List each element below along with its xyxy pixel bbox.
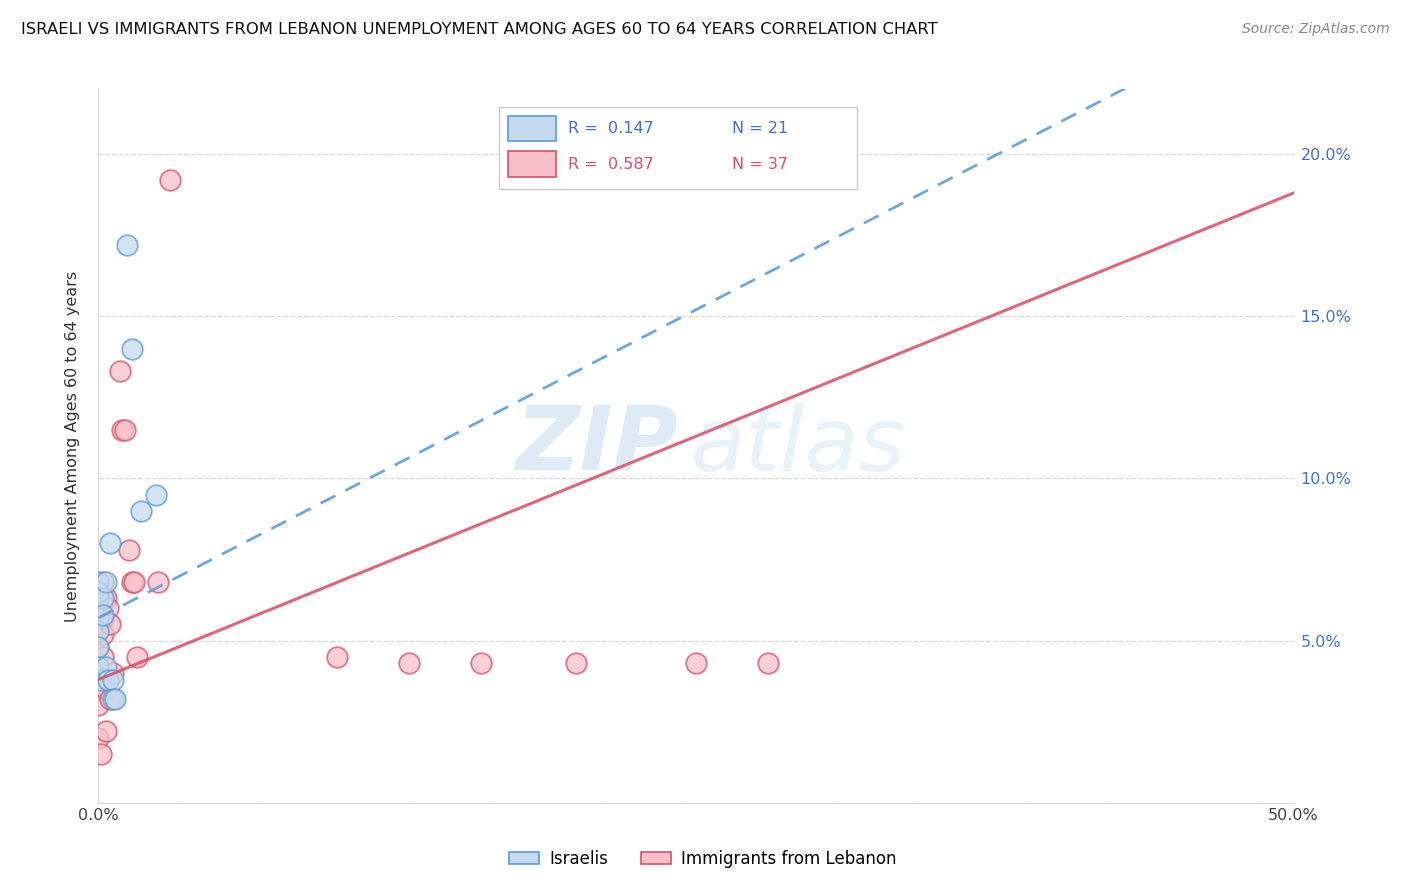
Legend: Israelis, Immigrants from Lebanon: Israelis, Immigrants from Lebanon — [502, 844, 904, 875]
Point — [91, 591, 114, 606]
FancyBboxPatch shape — [509, 116, 557, 141]
Point — [131, 504, 153, 518]
Point — [87, 591, 110, 606]
Text: R =  0.587: R = 0.587 — [568, 157, 654, 171]
Point — [101, 666, 124, 681]
Point — [125, 649, 148, 664]
Text: atlas: atlas — [690, 403, 905, 489]
Point — [101, 692, 124, 706]
Point — [94, 682, 117, 697]
Point — [91, 627, 114, 641]
Point — [121, 342, 143, 356]
Point — [87, 657, 110, 671]
Point — [108, 364, 131, 378]
FancyBboxPatch shape — [499, 107, 858, 189]
Point — [148, 575, 170, 590]
Point — [91, 611, 114, 625]
Text: Source: ZipAtlas.com: Source: ZipAtlas.com — [1241, 22, 1389, 37]
Point — [94, 575, 117, 590]
Point — [94, 659, 117, 673]
Point — [87, 640, 110, 654]
Point — [98, 536, 122, 550]
Point — [118, 542, 141, 557]
Point — [398, 657, 420, 671]
Point — [90, 747, 112, 761]
Point — [124, 575, 146, 590]
Point — [87, 666, 110, 681]
FancyBboxPatch shape — [509, 152, 557, 177]
Point — [685, 657, 707, 671]
Point — [326, 649, 349, 664]
Point — [94, 591, 117, 606]
Point — [87, 611, 110, 625]
Point — [87, 682, 110, 697]
Point — [97, 673, 120, 687]
Point — [87, 617, 110, 632]
Point — [97, 601, 120, 615]
Point — [91, 607, 114, 622]
Point — [115, 238, 138, 252]
Point — [87, 698, 110, 713]
Point — [111, 423, 134, 437]
Point — [91, 649, 114, 664]
Point — [98, 692, 122, 706]
Point — [87, 640, 110, 654]
Point — [101, 673, 124, 687]
Point — [87, 659, 110, 673]
Point — [97, 673, 120, 687]
Text: N = 21: N = 21 — [733, 121, 789, 136]
Text: ISRAELI VS IMMIGRANTS FROM LEBANON UNEMPLOYMENT AMONG AGES 60 TO 64 YEARS CORREL: ISRAELI VS IMMIGRANTS FROM LEBANON UNEMP… — [21, 22, 938, 37]
Point — [90, 673, 112, 687]
Point — [145, 488, 167, 502]
Text: R =  0.147: R = 0.147 — [568, 121, 654, 136]
Point — [565, 657, 588, 671]
Point — [114, 423, 136, 437]
Text: N = 37: N = 37 — [733, 157, 787, 171]
Point — [87, 731, 110, 745]
Point — [756, 657, 779, 671]
Point — [470, 657, 492, 671]
Point — [87, 624, 110, 638]
Point — [159, 173, 181, 187]
Point — [98, 617, 122, 632]
Text: ZIP: ZIP — [515, 402, 678, 490]
Point — [121, 575, 143, 590]
Point — [87, 601, 110, 615]
Point — [87, 585, 110, 599]
Point — [87, 585, 110, 599]
Point — [94, 724, 117, 739]
Y-axis label: Unemployment Among Ages 60 to 64 years: Unemployment Among Ages 60 to 64 years — [65, 270, 80, 622]
Point — [91, 575, 114, 590]
Point — [104, 692, 127, 706]
Point — [87, 575, 110, 590]
